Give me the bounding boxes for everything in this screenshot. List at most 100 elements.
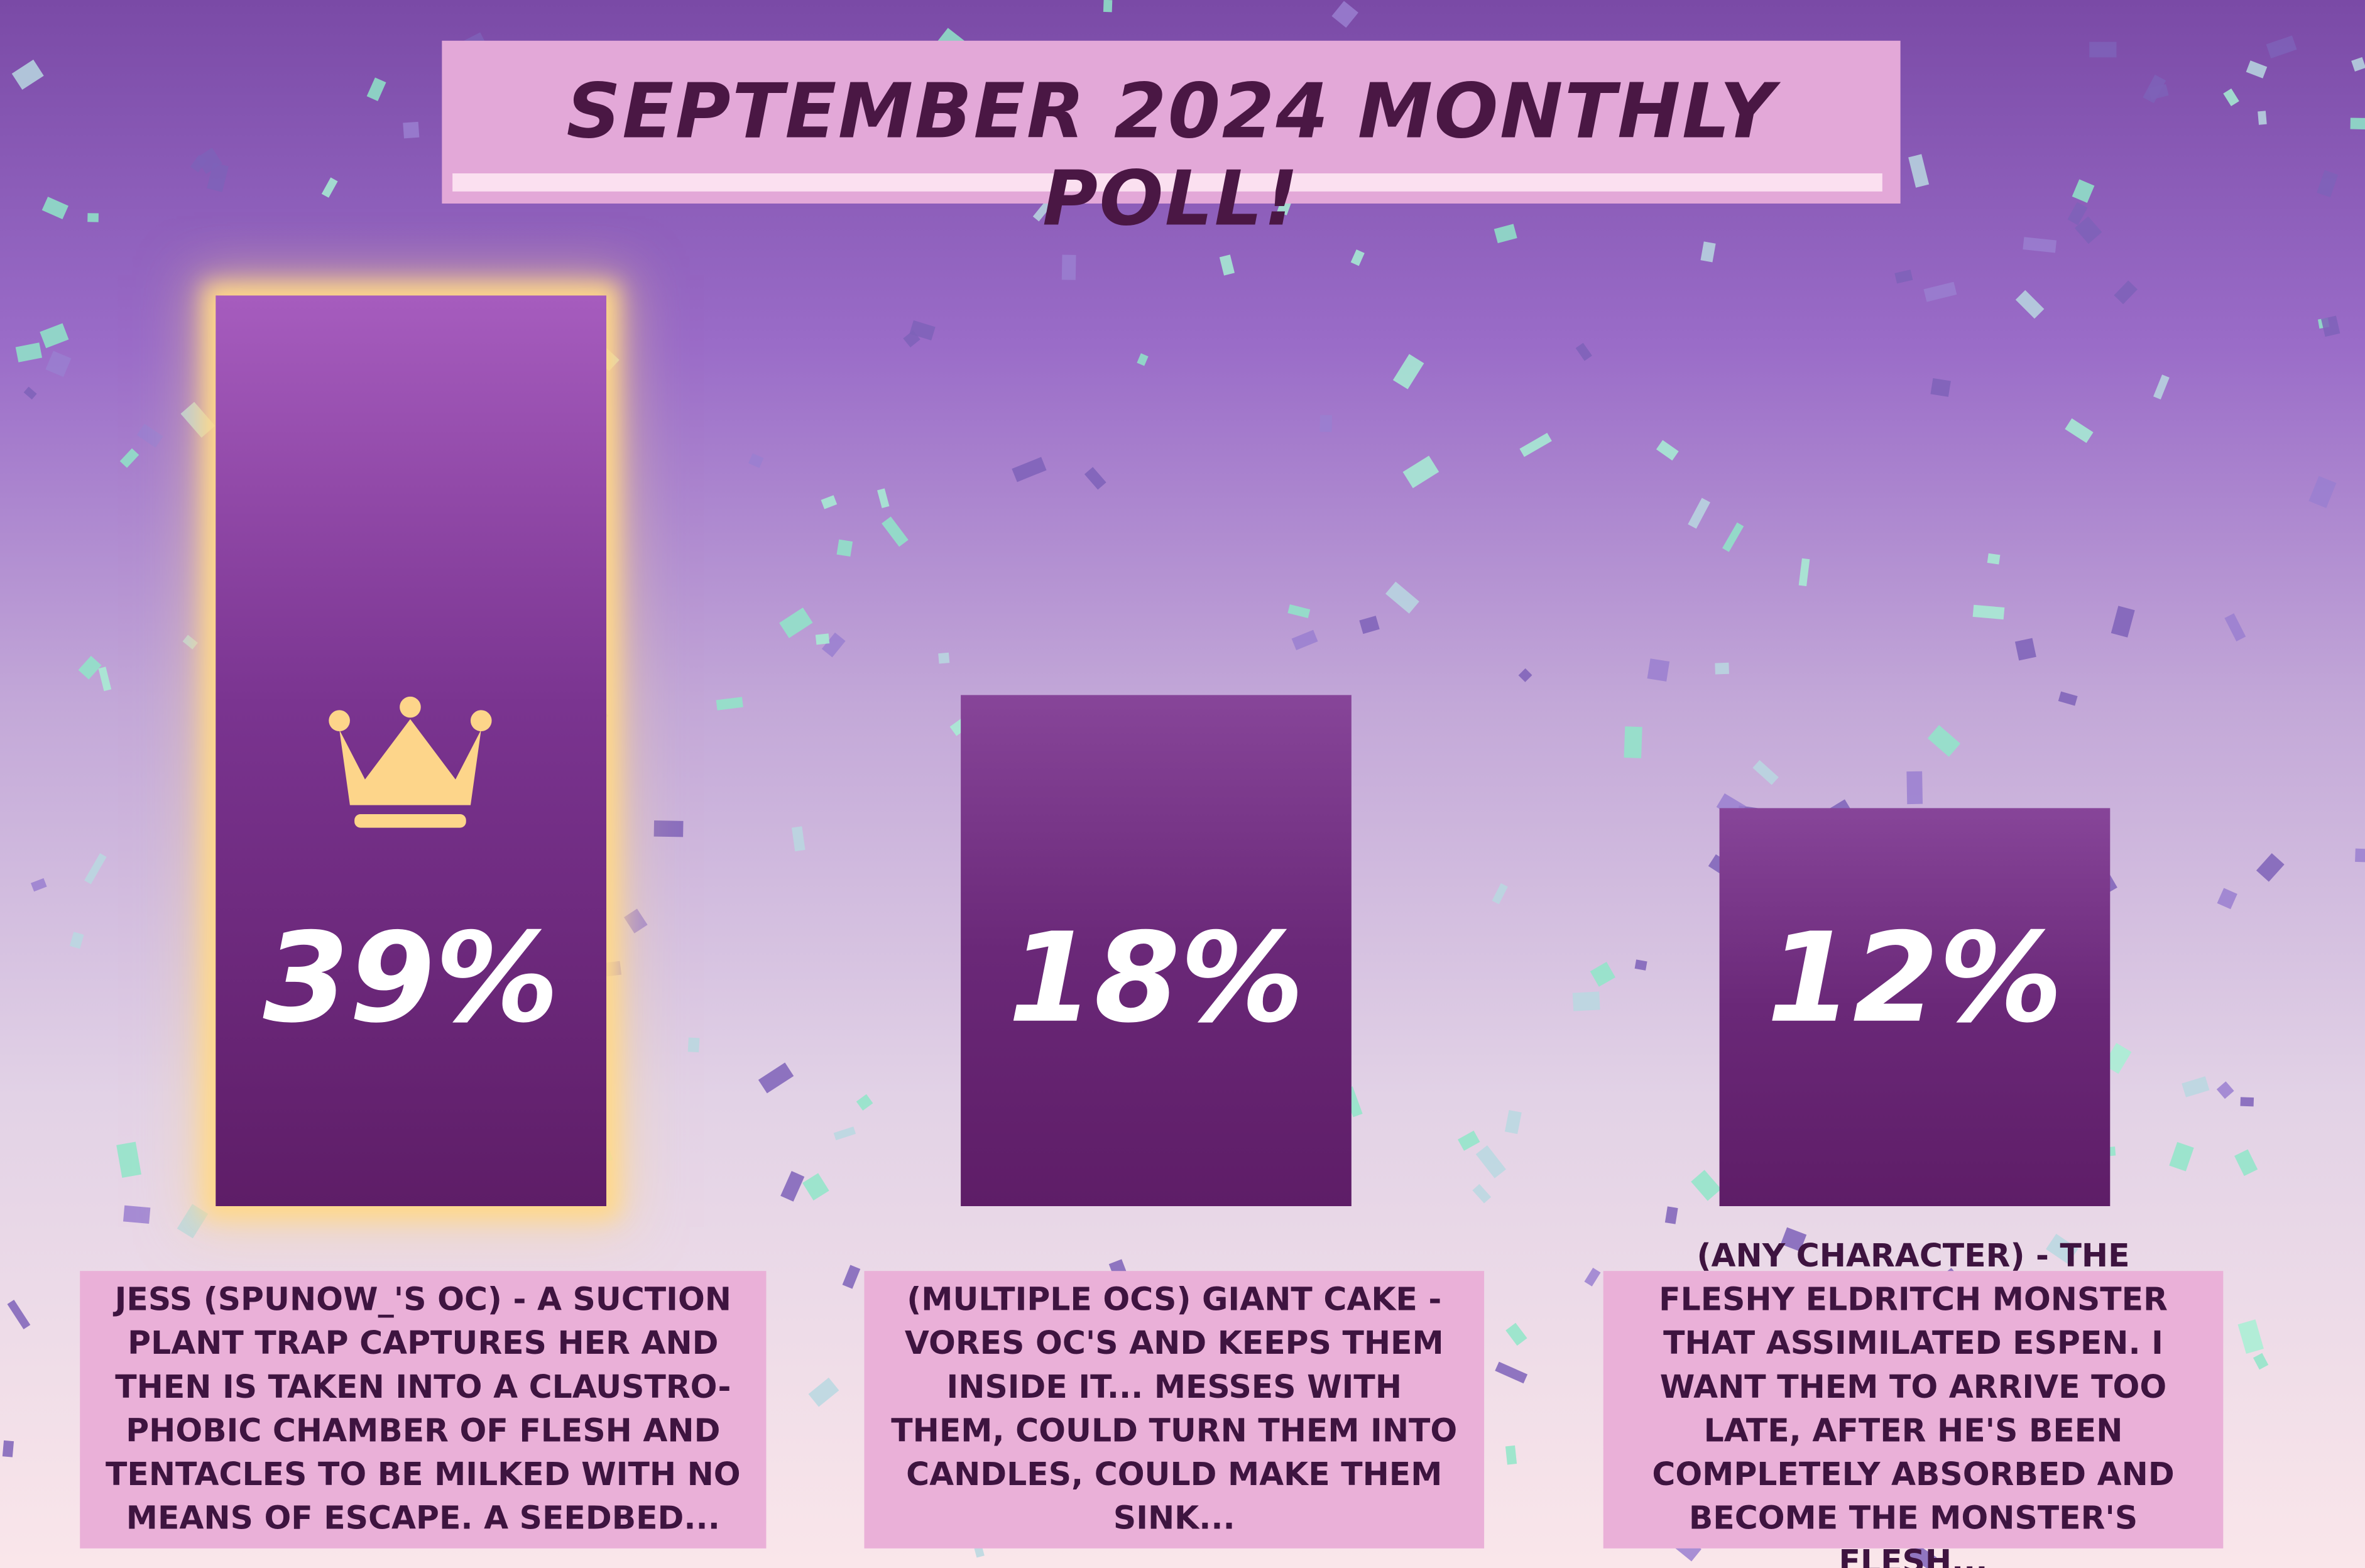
confetti-piece (821, 632, 846, 658)
confetti-piece (2089, 41, 2117, 58)
confetti-piece (78, 655, 102, 680)
bar: 18% (961, 694, 1352, 1207)
crown-icon (329, 696, 492, 828)
confetti-piece (2143, 74, 2166, 104)
confetti-piece (1688, 498, 1710, 529)
confetti-piece (716, 697, 743, 710)
confetti-piece (116, 1141, 141, 1178)
confetti-piece (87, 213, 99, 222)
confetti-piece (2223, 88, 2239, 107)
bar: 39% (216, 296, 607, 1206)
confetti-piece (1359, 616, 1380, 634)
confetti-piece (1584, 1268, 1601, 1287)
confetti-piece (1590, 962, 1615, 987)
confetti-piece (2256, 853, 2285, 882)
confetti-piece (877, 488, 890, 508)
confetti-piece (2014, 638, 2036, 661)
confetti-piece (2224, 613, 2246, 641)
confetti-piece (802, 1173, 829, 1201)
confetti-piece (1385, 581, 1419, 614)
confetti-piece (321, 177, 338, 198)
confetti-piece (836, 539, 853, 557)
title-strip (452, 173, 1882, 192)
confetti-piece (1908, 154, 1930, 188)
confetti-piece (1647, 658, 1670, 682)
confetti-piece (2111, 606, 2135, 638)
value-label: 18% (1008, 907, 1304, 1051)
confetti-piece (119, 448, 139, 468)
confetti-piece (136, 423, 163, 448)
confetti-piece (45, 351, 72, 378)
confetti-piece (1505, 1445, 1517, 1465)
confetti-piece (1575, 342, 1592, 361)
confetti-piece (2067, 202, 2088, 226)
confetti-piece (2258, 111, 2267, 125)
confetti-piece (15, 342, 43, 362)
confetti-piece (2182, 1076, 2210, 1097)
confetti-piece (40, 323, 69, 349)
confetti-piece (842, 1265, 861, 1289)
confetti-piece (1331, 1, 1358, 28)
confetti-piece (1287, 604, 1311, 618)
confetti-piece (1475, 1145, 1506, 1179)
confetti-piece (1722, 522, 1744, 552)
confetti-piece (2103, 1043, 2132, 1074)
confetti-piece (909, 320, 936, 340)
confetti-piece (1103, 0, 1113, 13)
confetti-piece (1392, 354, 1424, 389)
confetti-piece (2266, 35, 2297, 58)
confetti-piece (1519, 432, 1552, 457)
confetti-piece (882, 516, 909, 547)
confetti-piece (1798, 558, 1810, 587)
confetti-piece (808, 1377, 839, 1407)
confetti-piece (1700, 241, 1716, 263)
confetti-piece (2246, 60, 2268, 79)
confetti-piece (69, 932, 84, 949)
confetti-piece (2065, 418, 2094, 444)
confetti-piece (2240, 1097, 2254, 1107)
confetti-piece (791, 826, 806, 852)
confetti-piece (1518, 668, 1532, 682)
confetti-piece (2046, 1234, 2078, 1265)
confetti-piece (2234, 1149, 2258, 1176)
confetti-piece (653, 820, 684, 837)
confetti-piece (1572, 991, 1600, 1011)
confetti-piece (1972, 604, 2005, 620)
confetti-piece (41, 197, 68, 220)
confetti-piece (1927, 725, 1961, 757)
confetti-piece (7, 1299, 31, 1330)
confetti-piece (30, 878, 47, 892)
confetti-piece (1319, 415, 1333, 432)
option-description: (ANY CHARACTER) - THE FLESHY ELDRITCH MO… (1603, 1238, 2224, 1568)
confetti-piece (2308, 476, 2337, 508)
confetti-piece (1505, 1322, 1527, 1346)
chart-title: SEPTEMBER 2024 MONTHLY POLL! (566, 68, 1776, 243)
confetti-piece (602, 961, 622, 977)
confetti-piece (1492, 883, 1508, 905)
title-banner: SEPTEMBER 2024 MONTHLY POLL! (442, 40, 1901, 242)
confetti-piece (1780, 1227, 1807, 1252)
option-description: JESS (SPUNOW_'S OC) - A SUCTION PLANT TR… (80, 1271, 767, 1549)
confetti-piece (1402, 455, 1439, 489)
confetti-piece (11, 59, 44, 90)
confetti-piece (1084, 467, 1106, 490)
confetti-piece (687, 1037, 700, 1053)
confetti-piece (780, 1170, 805, 1202)
confetti-piece (2237, 1319, 2264, 1354)
confetti-piece (1894, 270, 1913, 284)
confetti-piece (833, 1126, 856, 1141)
confetti-piece (98, 667, 112, 692)
bar: 12% (1719, 808, 2111, 1206)
confetti-piece (1987, 553, 2001, 565)
confetti-piece (1494, 224, 1517, 244)
confetti-piece (1472, 1184, 1492, 1204)
confetti-piece (2114, 280, 2138, 305)
confetti-piece (2317, 170, 2339, 198)
confetti-piece (2, 1440, 14, 1457)
confetti-piece (623, 908, 648, 934)
confetti-piece (1137, 353, 1149, 366)
confetti-piece (123, 1205, 151, 1224)
confetti-piece (1923, 281, 1957, 302)
